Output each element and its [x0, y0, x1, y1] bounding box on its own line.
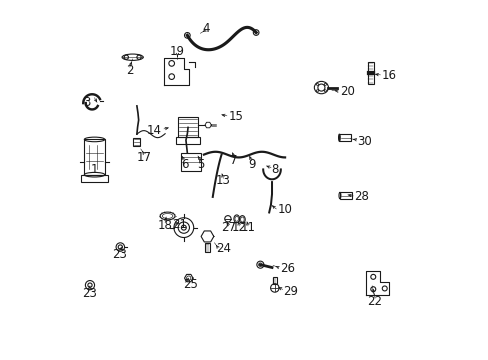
- Text: 23: 23: [81, 287, 97, 300]
- Bar: [181, 153, 201, 171]
- Bar: [272, 277, 276, 284]
- Text: 29: 29: [283, 285, 298, 298]
- Text: 19: 19: [170, 45, 184, 58]
- Text: 13: 13: [216, 174, 230, 186]
- Text: 15: 15: [228, 110, 243, 123]
- Text: 6: 6: [181, 158, 188, 171]
- Bar: [339, 134, 350, 141]
- Text: 24: 24: [216, 242, 231, 255]
- Text: 9: 9: [247, 158, 255, 171]
- Text: 4: 4: [202, 22, 209, 35]
- Text: 2: 2: [126, 64, 133, 77]
- Text: 8: 8: [270, 163, 278, 176]
- Bar: [175, 137, 200, 144]
- Text: 5: 5: [196, 158, 203, 171]
- Bar: [81, 175, 108, 183]
- Text: 17: 17: [136, 150, 151, 163]
- Text: 25: 25: [183, 278, 197, 291]
- Text: 10: 10: [278, 203, 292, 216]
- Bar: [133, 138, 140, 147]
- Text: 30: 30: [357, 135, 371, 148]
- Bar: [178, 117, 198, 137]
- Text: 1: 1: [90, 163, 98, 176]
- Text: 11: 11: [240, 221, 255, 234]
- Text: 12: 12: [231, 221, 246, 234]
- Text: 14: 14: [146, 124, 161, 137]
- Bar: [367, 62, 373, 84]
- Text: 18: 18: [157, 219, 172, 232]
- Text: 27: 27: [221, 221, 236, 234]
- Text: 21: 21: [172, 217, 187, 231]
- Text: 28: 28: [353, 190, 368, 203]
- Text: 26: 26: [279, 262, 294, 275]
- Text: 23: 23: [112, 248, 126, 261]
- Text: 3: 3: [83, 96, 91, 109]
- Text: 20: 20: [339, 85, 354, 98]
- Text: 22: 22: [367, 295, 382, 308]
- Bar: [205, 243, 209, 252]
- Bar: [84, 139, 104, 175]
- Text: 7: 7: [230, 154, 237, 167]
- Bar: [339, 192, 351, 199]
- Text: 16: 16: [381, 69, 396, 82]
